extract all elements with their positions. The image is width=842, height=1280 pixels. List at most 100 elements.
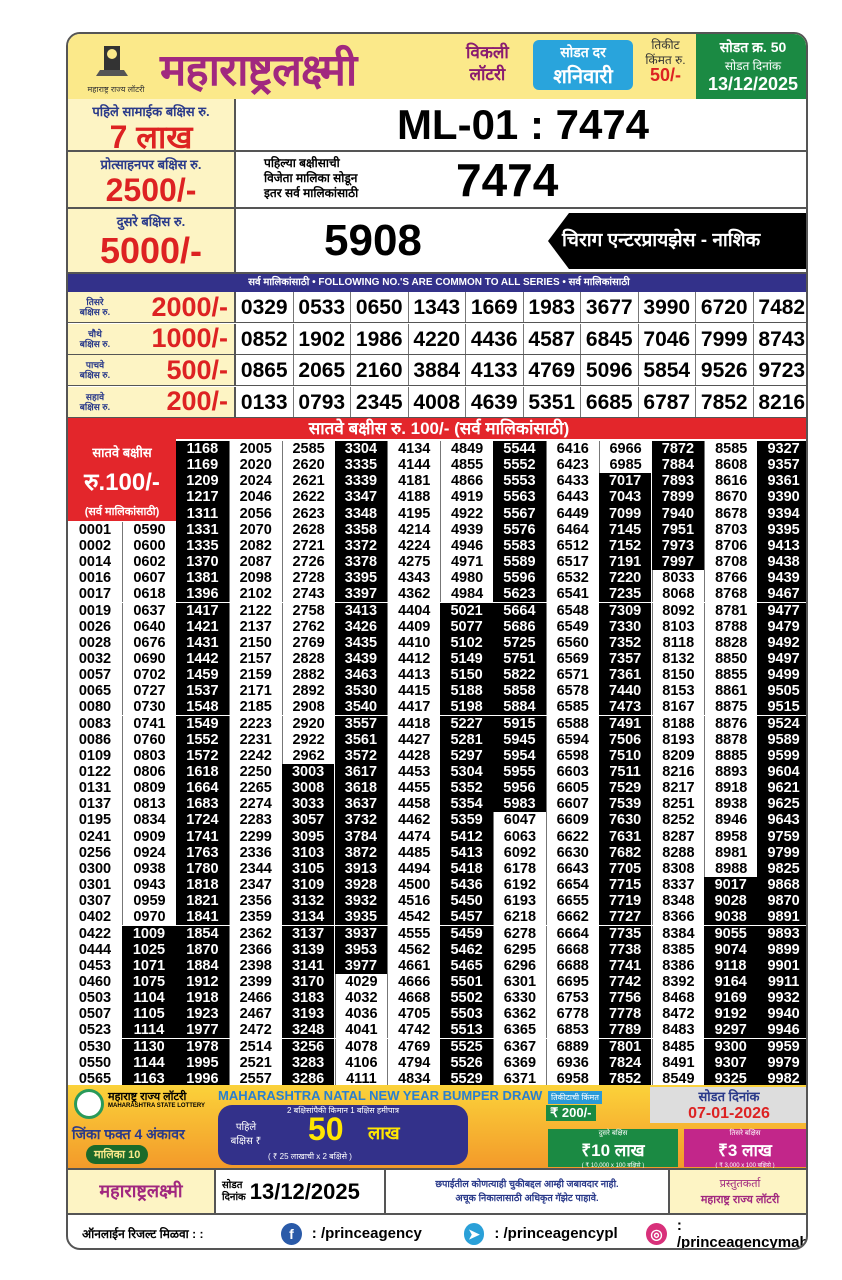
seventh-prize-number: 5462 (440, 941, 493, 958)
seventh-prize-number: 8988 (704, 860, 758, 877)
seventh-prize-number: 3339 (334, 473, 388, 490)
seventh-prize-number: 0806 (122, 764, 176, 781)
winning-number: 5854 (639, 355, 696, 385)
winning-number: 2160 (351, 355, 409, 385)
seventh-prize-number: 5281 (440, 731, 493, 748)
seventh-prize-number: 2087 (228, 554, 282, 571)
seventh-prize-number: 0637 (122, 602, 176, 619)
winning-number: 4008 (409, 386, 466, 417)
seventh-prize-number: 8616 (704, 473, 758, 490)
seventh-prize-number: 4343 (387, 570, 441, 587)
seventh-prize-number: 1104 (122, 990, 176, 1007)
seventh-prize-number: 3183 (281, 990, 335, 1007)
footer-presenter: प्रस्तुतकर्ता महाराष्ट्र राज्य लॉटरी (670, 1170, 806, 1213)
seventh-prize-number: 7506 (598, 731, 652, 748)
seventh-prize-number: 9901 (757, 957, 806, 974)
seventh-prize-number: 8384 (651, 925, 705, 942)
seventh-prize-number: 9438 (757, 554, 806, 571)
weekly-lottery: विकली लॉटरी (466, 42, 509, 86)
winning-number: 7852 (696, 386, 754, 417)
seventh-prize-number: 1821 (176, 893, 229, 910)
winning-number: 3884 (409, 355, 466, 385)
seventh-prize-number: 5102 (440, 634, 493, 651)
seventh-prize-number: 9028 (704, 893, 758, 910)
seventh-prize-number: 2623 (281, 505, 335, 522)
seventh-prize-number: 9118 (704, 957, 758, 974)
seventh-prize-number: 3134 (281, 909, 335, 926)
seventh-prize-number: 6218 (493, 909, 546, 926)
winning-number: 2065 (294, 355, 351, 385)
seventh-prize-number: 3256 (281, 1038, 335, 1055)
seventh-prize-number: 0017 (68, 586, 122, 603)
seventh-prize-number: 9413 (757, 537, 806, 554)
seventh-prize-number: 1618 (176, 764, 229, 781)
seventh-prize-number: 6688 (545, 957, 599, 974)
seventh-prize-number: 0195 (68, 812, 122, 829)
ad-first-amount: 50 (308, 1111, 344, 1147)
seventh-prize-number: 3105 (281, 860, 335, 877)
presenter-name: महाराष्ट्र राज्य लॉटरी (700, 1194, 780, 1206)
seventh-prize-number: 9946 (757, 1022, 806, 1039)
facebook-link[interactable]: : /princeagency (311, 1225, 422, 1242)
seventh-prize-number: 0444 (68, 941, 122, 958)
bumper-draw-ad: महाराष्ट्र राज्य लॉटरी MAHARASHTRA STATE… (68, 1085, 806, 1169)
seventh-prize-number: 8150 (651, 667, 705, 684)
seventh-prize-number: 4032 (334, 990, 388, 1007)
second-prize-title: दुसरे बक्षिस रु. (116, 214, 186, 229)
seventh-prize-number: 8878 (704, 731, 758, 748)
seventh-prize-number: 0590 (122, 521, 176, 538)
seventh-prize-number: 4919 (440, 489, 493, 506)
seventh-prize-number: 3286 (281, 1070, 335, 1087)
seventh-prize-number: 6569 (545, 650, 599, 668)
seventh-prize-number: 4866 (440, 473, 493, 490)
seventh-prize-number: 2362 (228, 925, 282, 942)
draw-info: सोडत क्र. 50 सोडत दिनांक 13/12/2025 (696, 34, 806, 99)
seventh-amount: रु.100/- (84, 469, 160, 496)
seventh-prize-number: 8549 (651, 1070, 705, 1087)
seventh-prize-number: 6643 (545, 860, 599, 877)
winning-number: 2345 (351, 386, 409, 417)
seventh-prize-number: 6301 (493, 973, 546, 991)
seventh-prize-number: 8706 (704, 537, 758, 554)
seventh-prize-number: 4417 (387, 699, 441, 716)
seventh-prize-number: 5413 (440, 844, 493, 861)
seventh-prize-number: 5418 (440, 860, 493, 877)
seventh-prize-number: 0256 (68, 844, 122, 861)
prize-label: तिसरे बक्षिस रु. 2000/- (68, 292, 236, 322)
seventh-prize-number: 0607 (122, 570, 176, 587)
seventh-prize-number: 0016 (68, 570, 122, 587)
seventh-prize-number: 9467 (757, 586, 806, 603)
seventh-prize-number: 5884 (493, 699, 546, 716)
seventh-prize-number: 6178 (493, 860, 546, 877)
draw-number: सोडत क्र. 50 (719, 39, 787, 55)
seventh-prize-number: 4409 (387, 618, 441, 635)
seventh-prize-number: 2585 (281, 441, 335, 458)
seventh-prize-number: 7741 (598, 957, 652, 974)
winning-number: 4769 (524, 355, 581, 385)
seventh-prize-number: 4500 (387, 877, 441, 894)
telegram-link[interactable]: : /princeagencypl (494, 1225, 618, 1242)
seventh-prize-number: 7951 (651, 521, 705, 538)
seventh-prize-number: 2514 (228, 1038, 282, 1055)
seventh-prize-number: 5751 (493, 650, 546, 668)
seventh-prize-number: 7511 (598, 764, 652, 781)
seventh-prize-number: 9959 (757, 1038, 806, 1055)
seventh-prize-number: 2398 (228, 957, 282, 974)
seventh-prize-number: 4404 (387, 602, 441, 619)
instagram-icon: ◎ (646, 1222, 667, 1245)
seventh-prize-number: 2150 (228, 634, 282, 651)
seventh-prize-number: 6423 (545, 457, 599, 474)
seventh-prize-number: 0727 (122, 683, 176, 700)
weekly-line-2: लॉटरी (469, 65, 506, 84)
seventh-prize-number: 7893 (651, 473, 705, 490)
seventh-prize-number: 4516 (387, 893, 441, 910)
instagram-link[interactable]: : /princeagencymah (676, 1216, 808, 1250)
seventh-prize-number: 0959 (122, 893, 176, 910)
seventh-prize-number: 3008 (281, 780, 335, 797)
telegram-icon: ➤ (463, 1222, 485, 1245)
seventh-prize-number: 0001 (68, 521, 122, 538)
ad-first-note: ( ₹ 25 लाखाची x 2 बक्षिसे ) (268, 1152, 352, 1161)
social-links: ऑनलाईन रिजल्ट मिळवा : : f: /princeagency… (68, 1215, 808, 1250)
seventh-prize-number: 9825 (757, 860, 806, 877)
seventh-prize-table: 0001 0002 0014 0016 0017 0019 0026 0028 0032 0057… (68, 439, 806, 1087)
